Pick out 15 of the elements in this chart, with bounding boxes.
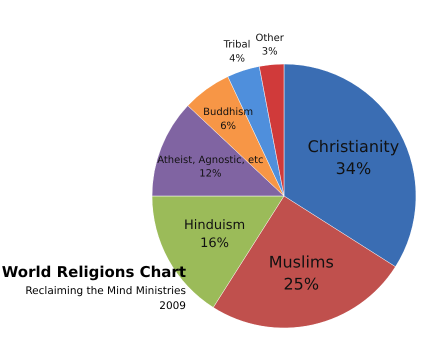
data-label: 25% <box>283 274 320 294</box>
slice-label: Christianity <box>308 136 400 156</box>
slice-label: Tribal <box>222 40 250 51</box>
data-label: 12% <box>199 168 222 180</box>
data-label: 3% <box>262 46 278 58</box>
text: 2009 <box>159 300 186 312</box>
slice-label: Hinduism <box>184 218 246 234</box>
slice-label: Atheist, Agnostic, etc <box>157 154 264 166</box>
data-label: 34% <box>336 158 372 178</box>
data-label: 6% <box>220 121 236 132</box>
data-label: 16% <box>200 236 230 252</box>
slice-label: Other <box>255 32 285 44</box>
slice-label: Muslims <box>268 252 334 272</box>
data-label: 4% <box>229 53 245 64</box>
text: Reclaiming the Mind Ministries <box>25 285 186 297</box>
